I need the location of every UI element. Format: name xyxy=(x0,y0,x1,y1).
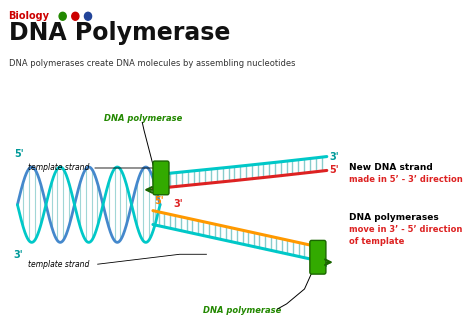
Text: of template: of template xyxy=(349,237,404,246)
Text: template strand: template strand xyxy=(28,163,90,173)
Text: 5': 5' xyxy=(154,196,164,206)
FancyBboxPatch shape xyxy=(310,241,326,274)
Text: DNA polymerase: DNA polymerase xyxy=(203,306,281,315)
Text: template strand: template strand xyxy=(28,260,90,269)
Text: Biology: Biology xyxy=(9,11,49,21)
Text: 5': 5' xyxy=(14,149,24,159)
Text: 5': 5' xyxy=(318,264,328,274)
FancyBboxPatch shape xyxy=(153,161,169,195)
Text: 3': 3' xyxy=(329,151,339,161)
Text: DNA polymerases create DNA molecules by assembling nucleotides: DNA polymerases create DNA molecules by … xyxy=(9,59,295,68)
Text: DNA Polymerase: DNA Polymerase xyxy=(9,21,230,45)
Text: made in 5’ - 3’ direction: made in 5’ - 3’ direction xyxy=(349,176,463,184)
Text: move in 3’ - 5’ direction: move in 3’ - 5’ direction xyxy=(349,225,463,234)
Text: 3': 3' xyxy=(14,250,24,260)
Text: New DNA strand: New DNA strand xyxy=(349,163,433,173)
Circle shape xyxy=(84,12,91,20)
Text: DNA polymerase: DNA polymerase xyxy=(104,114,182,123)
Text: 5': 5' xyxy=(329,165,339,176)
Circle shape xyxy=(72,12,79,20)
Circle shape xyxy=(59,12,66,20)
Text: 3': 3' xyxy=(173,199,182,209)
Text: 3': 3' xyxy=(318,242,328,252)
Text: DNA polymerases: DNA polymerases xyxy=(349,213,439,222)
